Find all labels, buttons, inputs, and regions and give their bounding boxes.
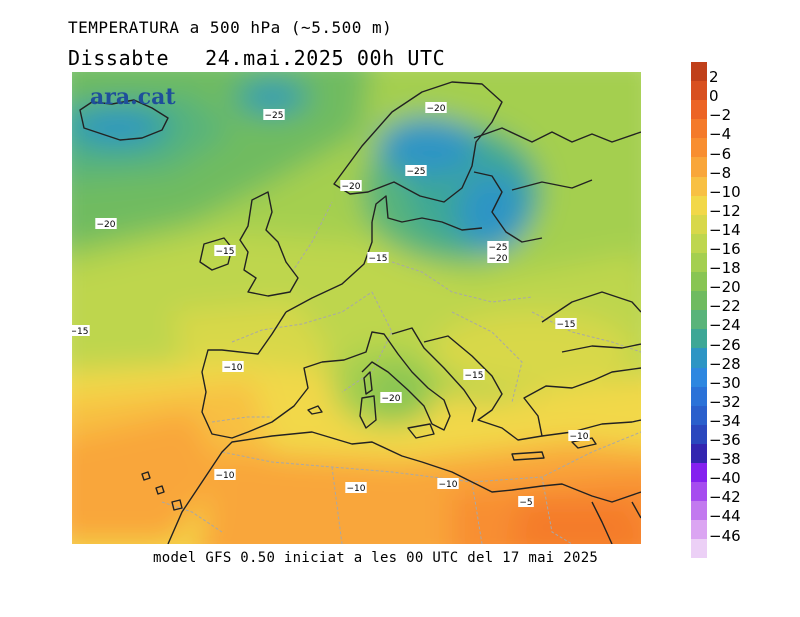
colorbar-swatch	[691, 138, 707, 158]
colorbar-label: −18	[709, 259, 741, 278]
colorbar-label: −20	[709, 278, 741, 297]
contour-label-text: −25	[489, 243, 508, 253]
colorbar-label: −36	[709, 431, 741, 449]
contour-label-text: −25	[407, 167, 426, 177]
contour-label: −10	[222, 361, 244, 373]
contour-label: −15	[72, 325, 90, 337]
map-title: TEMPERATURA a 500 hPa (~5.500 m)	[68, 18, 393, 37]
contour-label: −5	[518, 496, 534, 508]
colorbar-swatch	[691, 119, 707, 139]
colorbar-swatch	[691, 329, 707, 349]
colorbar-swatch	[691, 272, 707, 292]
colorbar-swatch	[691, 176, 707, 196]
colorbar-label: −30	[709, 373, 741, 392]
contour-label: −10	[568, 430, 590, 442]
contour-label-text: −15	[369, 254, 388, 264]
contour-label-text: −10	[224, 363, 243, 373]
contour-label: −25	[487, 241, 509, 253]
colorbar-swatch	[691, 100, 707, 120]
colorbar-swatch	[691, 195, 707, 215]
colorbar-swatch	[691, 252, 707, 273]
contour-label-text: −10	[347, 484, 366, 494]
colorbar-label: −28	[709, 354, 741, 373]
contour-label-text: −25	[265, 111, 284, 121]
contour-label: −20	[487, 252, 509, 264]
colorbar-label: −42	[709, 488, 741, 507]
contour-label-text: −20	[97, 220, 116, 230]
contour-label: −25	[263, 109, 285, 121]
contour-label: −20	[380, 392, 402, 404]
colorbar-swatch	[691, 62, 707, 82]
colorbar-label: −12	[709, 201, 741, 220]
colorbar-label: −8	[709, 163, 732, 182]
contour-label: −15	[367, 252, 389, 264]
contour-label: −15	[214, 245, 236, 257]
colorbar-swatch	[691, 348, 707, 368]
colorbar-label: −2	[709, 106, 732, 125]
colorbar-swatch	[691, 367, 707, 387]
colorbar-swatch	[691, 501, 707, 521]
colorbar-swatch	[691, 520, 707, 540]
colorbar-swatch	[691, 310, 707, 330]
contour-label-text: −20	[382, 394, 401, 404]
colorbar-swatch	[691, 482, 707, 502]
colorbar-swatch	[691, 424, 707, 444]
colorbar-swatch	[691, 157, 707, 177]
colorbar-swatch	[691, 386, 707, 406]
contour-label: −15	[463, 369, 485, 381]
temperature-map: ara.cat −25−20−20−25−20−15−15−25−20−15−1…	[72, 72, 641, 544]
contour-label-text: −20	[489, 254, 508, 264]
contour-label-text: −15	[557, 320, 576, 330]
contour-label-text: −10	[439, 480, 458, 490]
colorbar-label: −14	[709, 220, 741, 239]
colorbar-label: 0	[709, 87, 719, 106]
contour-labels: −25−20−20−25−20−15−15−25−20−15−15−10−15−…	[72, 102, 590, 508]
colorbar-label: −26	[709, 335, 741, 354]
contour-label: −20	[95, 218, 117, 230]
colorbar-label: −46	[709, 526, 741, 545]
colorbar-label: 2	[709, 68, 719, 87]
brand-logo-text: ara.cat	[90, 84, 176, 110]
model-footer: model GFS 0.50 iniciat a les 00 UTC del …	[153, 550, 599, 566]
colorbar-swatch	[691, 443, 707, 463]
colorbar-label: −10	[709, 182, 741, 201]
contour-label: −20	[425, 102, 447, 114]
contour-label: −20	[340, 180, 362, 192]
contour-label-text: −20	[427, 104, 446, 114]
colorbar-label: −40	[709, 469, 741, 488]
colorbar-swatch	[691, 81, 707, 101]
colorbar-swatch	[691, 214, 707, 234]
contour-label-text: −15	[216, 247, 235, 257]
colorbar-swatch	[691, 462, 707, 483]
contour-label: −25	[405, 165, 427, 177]
colorbar	[691, 62, 707, 559]
colorbar-label: −44	[709, 507, 741, 526]
colorbar-swatch	[691, 233, 707, 253]
colorbar-label: −38	[709, 450, 741, 469]
contour-label-text: −15	[465, 371, 484, 381]
subtitle-datetime: 24.mai.2025 00h UTC	[205, 46, 446, 70]
contour-label-text: −20	[342, 182, 361, 192]
colorbar-label: −24	[709, 316, 741, 335]
colorbar-label: −22	[709, 297, 741, 316]
contour-label: −10	[345, 482, 367, 494]
contour-label-text: −10	[216, 471, 235, 481]
colorbar-label: −34	[709, 411, 741, 430]
map-subtitle: Dissabte 24.mai.2025 00h UTC	[68, 46, 445, 70]
subtitle-day: Dissabte	[68, 46, 170, 70]
contour-label: −10	[437, 478, 459, 490]
contour-label-text: −10	[570, 432, 589, 442]
colorbar-swatch	[691, 405, 707, 425]
colorbar-swatch	[691, 291, 707, 311]
contour-label: −15	[555, 318, 577, 330]
contour-label: −10	[214, 469, 236, 481]
contour-label-text: −15	[72, 327, 89, 337]
contour-label-text: −5	[519, 498, 532, 508]
colorbar-label: −16	[709, 240, 741, 258]
colorbar-label: −4	[709, 125, 732, 144]
colorbar-label: −32	[709, 392, 741, 411]
colorbar-label: −6	[709, 144, 732, 163]
colorbar-swatch	[691, 539, 707, 559]
